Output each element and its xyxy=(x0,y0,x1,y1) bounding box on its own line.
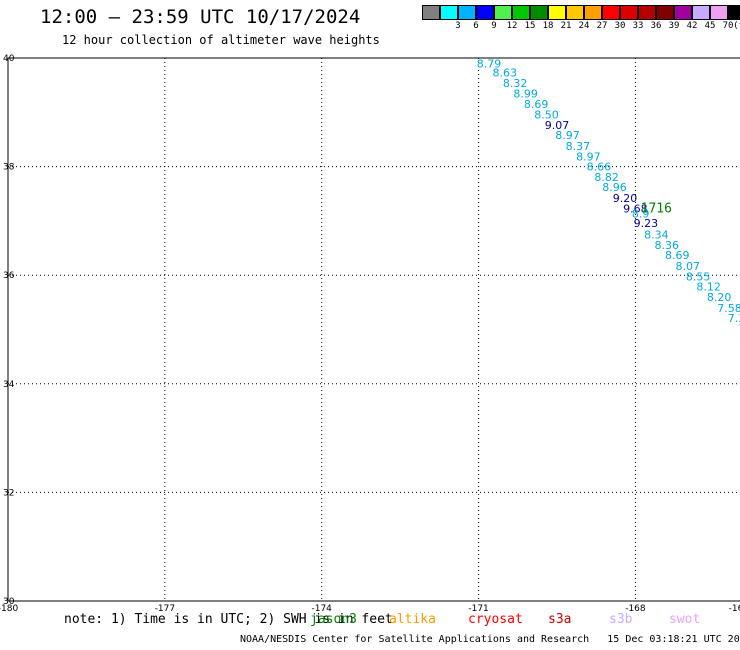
wave-height-value: 8.55 xyxy=(686,270,711,283)
wave-height-value: 8.99 xyxy=(513,87,538,100)
legend-label: 30 xyxy=(614,21,626,31)
legend-label: 9 xyxy=(491,21,497,31)
legend-label: 24 xyxy=(578,21,590,31)
satellite-s3a: s3a xyxy=(548,612,572,627)
wave-height-value: 8.96 xyxy=(602,181,627,194)
wave-height-value: 8.79 xyxy=(477,57,502,70)
legend-swatch xyxy=(458,5,476,20)
legend-label: 45 xyxy=(704,21,716,31)
footer-text: NOAA/NESDIS Center for Satellite Applica… xyxy=(240,634,740,645)
wave-height-value: 8.12 xyxy=(696,281,721,294)
map-frame xyxy=(7,57,740,602)
legend-label: 21 xyxy=(560,21,572,31)
legend-swatch xyxy=(638,5,656,20)
x-tick-label: -16 xyxy=(729,604,740,614)
wave-height-value: 8.36 xyxy=(655,239,680,252)
y-tick-label: 36 xyxy=(3,271,15,281)
legend-label: 70 xyxy=(722,21,734,31)
wave-height-value: 8.69 xyxy=(524,98,549,111)
legend-swatch xyxy=(422,5,440,20)
wave-height-value: 7.80 xyxy=(738,322,740,335)
legend-swatch xyxy=(512,5,530,20)
legend-swatch xyxy=(476,5,494,20)
wave-height-value: 7.38 xyxy=(728,312,740,325)
wave-height-value: 8.50 xyxy=(534,108,559,121)
legend-label: 42 xyxy=(686,21,698,31)
y-tick-label: 34 xyxy=(3,380,15,390)
wave-height-value: 8.82 xyxy=(594,171,619,184)
legend-label: 6 xyxy=(473,21,479,31)
legend-swatch xyxy=(566,5,584,20)
legend-swatch xyxy=(530,5,548,20)
wave-height-value: 8.34 xyxy=(644,228,669,241)
wave-height-value: 8.69 xyxy=(665,249,690,262)
legend-unit: (ft) xyxy=(733,21,740,31)
legend-label: 18 xyxy=(542,21,554,31)
x-tick-label: -171 xyxy=(468,604,488,614)
y-tick-label: 30 xyxy=(3,597,15,607)
legend-swatch xyxy=(728,5,740,20)
x-tick-label: -168 xyxy=(625,604,646,614)
note-text: note: 1) Time is in UTC; 2) SWH is in fe… xyxy=(64,612,393,627)
satellite-swot: swot xyxy=(669,612,701,627)
legend-swatch xyxy=(620,5,638,20)
wave-height-value: 8.07 xyxy=(675,260,700,273)
satellite-s3b: s3b xyxy=(609,612,633,627)
wave-height-value: 8.9 xyxy=(632,207,650,220)
legend-label: 36 xyxy=(650,21,662,31)
wave-height-value: 7.58 xyxy=(717,302,740,315)
wave-height-value: 8.20 xyxy=(707,291,732,304)
wave-height-value: 8.97 xyxy=(576,150,601,163)
footer-timestamp: 15 Dec 03:18:21 UTC 2024 xyxy=(607,634,740,645)
satellite-cryosat: cryosat xyxy=(468,612,523,627)
wave-height-value: 8.32 xyxy=(503,77,528,90)
legend-label: 15 xyxy=(524,21,536,31)
legend-swatches xyxy=(422,5,740,20)
x-tick-label: -177 xyxy=(155,604,175,614)
legend-label: 3 xyxy=(455,21,461,31)
legend-label: 33 xyxy=(632,21,644,31)
legend-label: 12 xyxy=(506,21,518,31)
wave-height-value: 9.68 xyxy=(623,202,648,215)
legend-label: 39 xyxy=(668,21,680,31)
legend-swatch xyxy=(494,5,512,20)
legend-swatch xyxy=(584,5,602,20)
y-tick-label: 40 xyxy=(3,54,15,64)
wave-height-value: 8.97 xyxy=(555,129,580,142)
page-title: 12:00 – 23:59 UTC 10/17/2024 xyxy=(40,6,361,28)
y-tick-label: 32 xyxy=(3,488,14,498)
satellite-jason3: jason3 xyxy=(310,612,357,627)
legend-label: 27 xyxy=(596,21,608,31)
legend-swatch xyxy=(548,5,566,20)
legend-swatch xyxy=(710,5,728,20)
wave-height-value: 9.07 xyxy=(545,119,570,132)
footer-credit: NOAA/NESDIS Center for Satellite Applica… xyxy=(240,634,590,645)
satellite-altika: altika xyxy=(389,612,436,627)
wave-height-value: 8.37 xyxy=(566,140,591,153)
legend-swatch xyxy=(656,5,674,20)
legend-swatch xyxy=(602,5,620,20)
legend-swatch xyxy=(692,5,710,20)
wave-height-value: 8.63 xyxy=(492,67,517,80)
pass-label: 1716 xyxy=(641,201,672,216)
y-tick-label: 38 xyxy=(3,163,15,173)
wave-height-value: 9.20 xyxy=(613,192,638,205)
page-subtitle: 12 hour collection of altimeter wave hei… xyxy=(62,33,380,47)
legend-swatch xyxy=(440,5,458,20)
wave-height-value: 9.23 xyxy=(634,217,659,230)
legend-swatch xyxy=(674,5,692,20)
wave-height-value: 8.66 xyxy=(587,161,612,174)
x-tick-label: -180 xyxy=(0,604,18,614)
x-tick-label: -174 xyxy=(311,604,332,614)
